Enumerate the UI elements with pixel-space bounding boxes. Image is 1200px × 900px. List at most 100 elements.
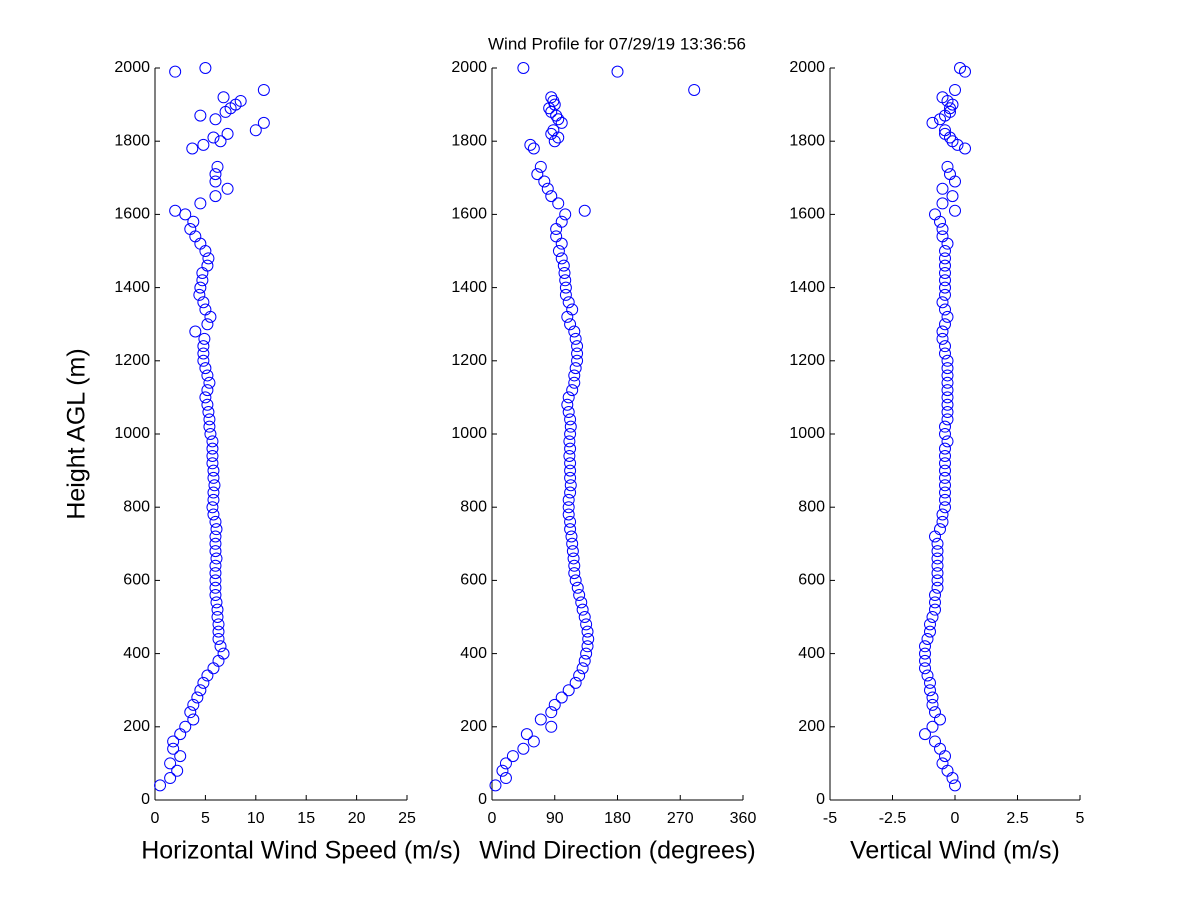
data-point — [214, 640, 227, 653]
data-point — [919, 662, 931, 675]
data-point — [194, 237, 207, 250]
data-point — [210, 523, 223, 536]
data-point — [201, 669, 214, 682]
data-point — [566, 545, 579, 558]
data-point — [167, 735, 180, 748]
data-point — [929, 603, 941, 616]
data-point — [174, 750, 187, 763]
data-point — [939, 245, 951, 257]
data-point — [207, 662, 220, 675]
data-point — [939, 318, 951, 331]
x-axis-label: Horizontal Wind Speed (m/s) — [141, 837, 461, 865]
data-point — [939, 471, 951, 484]
data-point — [197, 138, 210, 151]
data-point — [550, 230, 563, 243]
data-point — [941, 384, 954, 397]
data-point — [211, 160, 224, 173]
data-point — [931, 537, 944, 550]
data-point — [939, 750, 951, 763]
data-point — [939, 303, 951, 316]
y-tick-label: 800 — [798, 498, 825, 515]
data-point — [154, 779, 167, 792]
data-point — [171, 764, 184, 777]
data-point — [939, 486, 951, 499]
data-point — [926, 611, 939, 623]
data-point — [212, 632, 225, 645]
data-point — [939, 501, 951, 514]
data-point — [931, 545, 944, 558]
figure-title: Wind Profile for 07/29/19 13:36:56 — [488, 34, 746, 53]
data-point — [944, 168, 956, 181]
data-point — [209, 190, 222, 203]
data-point — [941, 310, 954, 323]
data-point — [209, 581, 222, 594]
data-point — [199, 303, 212, 316]
data-point — [568, 559, 581, 572]
y-tick-label: 1600 — [789, 206, 825, 223]
x-tick-label: 0 — [951, 810, 960, 827]
data-point — [191, 691, 204, 704]
x-tick-label: -2.5 — [879, 810, 907, 827]
y-tick-label: 1400 — [451, 279, 487, 296]
data-point — [559, 281, 572, 294]
data-point — [944, 105, 956, 118]
data-point — [929, 530, 941, 543]
data-point — [926, 720, 939, 733]
data-point — [563, 435, 576, 448]
data-point — [169, 204, 182, 217]
data-point — [931, 574, 944, 587]
data-point — [939, 281, 951, 294]
data-point — [548, 698, 561, 711]
data-point — [517, 62, 530, 74]
data-point — [517, 742, 530, 755]
y-tick-label: 800 — [460, 498, 487, 515]
data-point — [550, 223, 563, 236]
data-point — [939, 493, 951, 506]
x-tick-label: 0 — [488, 810, 497, 827]
data-point — [217, 91, 230, 104]
x-tick-label: 5 — [201, 810, 210, 827]
data-point — [194, 109, 207, 122]
data-point — [578, 611, 591, 623]
data-point — [939, 420, 951, 433]
data-point — [559, 288, 572, 301]
data-point — [545, 190, 558, 203]
data-point — [197, 676, 210, 689]
data-point — [194, 684, 207, 697]
data-point — [578, 204, 591, 217]
data-point — [206, 501, 219, 514]
data-point — [936, 91, 949, 104]
data-point — [209, 168, 222, 181]
data-point — [941, 362, 954, 375]
data-point — [203, 376, 216, 389]
data-point — [941, 764, 954, 777]
data-point — [919, 647, 931, 660]
data-point — [939, 457, 951, 470]
data-point — [545, 91, 558, 104]
data-point — [184, 223, 197, 236]
data-point — [931, 559, 944, 572]
y-tick-label: 0 — [141, 791, 150, 808]
data-point — [184, 706, 197, 719]
data-point — [936, 508, 949, 521]
data-point — [206, 435, 219, 448]
data-point — [559, 274, 572, 287]
data-point — [257, 83, 270, 96]
data-point — [531, 168, 544, 181]
data-point — [949, 83, 961, 96]
data-point — [562, 296, 575, 309]
data-point — [555, 215, 568, 228]
data-point — [199, 391, 212, 404]
data-point — [941, 435, 954, 448]
data-point — [201, 259, 214, 272]
data-point — [564, 442, 577, 455]
data-point — [564, 479, 577, 492]
data-point — [202, 252, 215, 265]
data-point — [562, 684, 575, 697]
data-point — [527, 142, 540, 155]
data-point — [202, 406, 215, 419]
data-point — [931, 581, 944, 594]
y-tick-label: 1200 — [789, 352, 825, 369]
data-point — [562, 391, 575, 404]
